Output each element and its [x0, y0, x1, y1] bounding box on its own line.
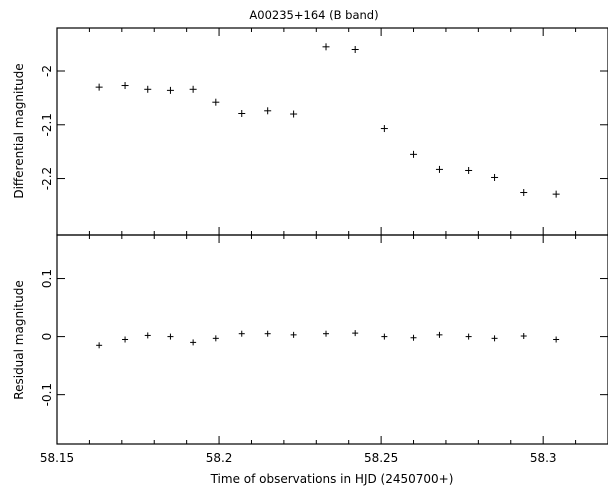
- top-y-axis-label: Differential magnitude: [12, 63, 26, 198]
- x-tick-label: 58.25: [364, 451, 398, 465]
- x-tick-label: 58.3: [530, 451, 557, 465]
- x-tick-label: 58.15: [40, 451, 74, 465]
- bottom-y-axis-label: Residual magnitude: [12, 280, 26, 399]
- top-y-tick-label: -2: [40, 65, 54, 77]
- bottom-y-tick-label: 0: [40, 333, 54, 341]
- chart-title: A00235+164 (B band): [249, 8, 378, 22]
- bottom-y-tick-label: -0.1: [40, 383, 54, 406]
- bottom-y-tick-label: 0.1: [40, 269, 54, 288]
- top-panel-frame: [56, 27, 608, 236]
- top-y-tick-label: -2.2: [40, 167, 54, 190]
- top-y-tick-label: -2.1: [40, 113, 54, 136]
- x-tick-label: 58.2: [206, 451, 233, 465]
- bottom-panel-frame: [56, 234, 608, 445]
- x-axis-label: Time of observations in HJD (2450700+): [210, 472, 454, 486]
- chart-marks: -2 -2.1 -2.2 0.1 0 -0.1 58.15 58.2 58.25 58.3: [40, 28, 608, 465]
